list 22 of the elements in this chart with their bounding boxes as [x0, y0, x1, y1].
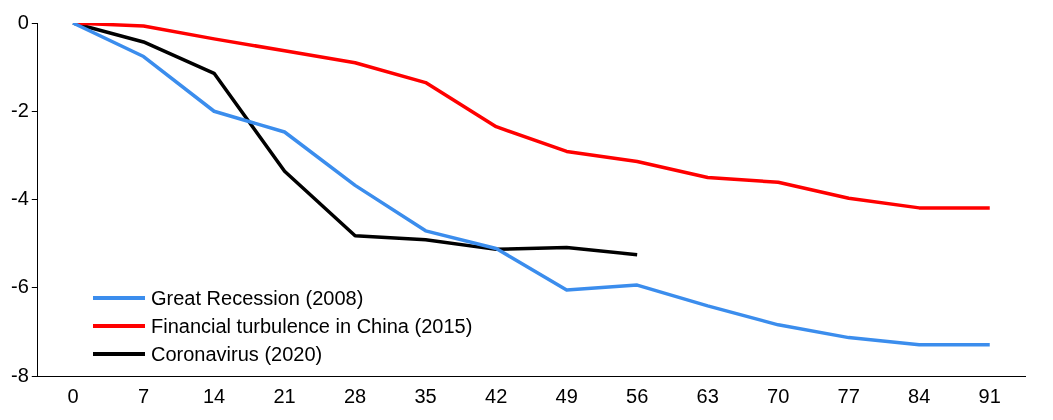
- x-tick-label: 0: [67, 384, 79, 407]
- x-tick-label: 14: [202, 384, 226, 407]
- x-tick-label: 49: [555, 384, 578, 407]
- legend-label: Great Recession (2008): [151, 286, 364, 311]
- x-tick-label: 70: [767, 384, 790, 407]
- legend-label: Coronavirus (2020): [151, 342, 323, 367]
- x-tick-label: 35: [414, 384, 437, 407]
- y-tick-label: -2: [10, 98, 29, 121]
- x-tick-label: 28: [343, 384, 367, 407]
- x-tick-label: 21: [273, 384, 296, 407]
- x-tick-label: 91: [978, 384, 1001, 407]
- x-tick-label: 84: [908, 384, 931, 407]
- legend-label: Financial turbulence in China (2015): [151, 314, 473, 339]
- x-tick-label: 7: [137, 384, 150, 407]
- y-tick-label: 0: [17, 10, 29, 33]
- x-tick-label: 63: [696, 384, 719, 407]
- x-tick-label: 42: [485, 384, 508, 407]
- y-tick-label: -6: [10, 275, 29, 298]
- x-tick-label: 56: [626, 384, 649, 407]
- x-tick-label: 77: [837, 384, 860, 407]
- y-tick-label: -8: [10, 363, 29, 386]
- y-tick-label: -4: [10, 187, 29, 210]
